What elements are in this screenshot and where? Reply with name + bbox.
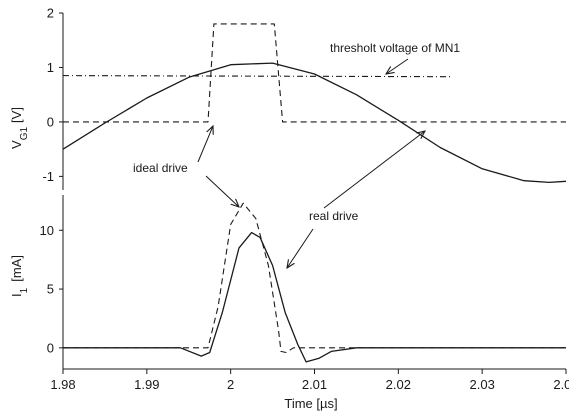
voltage-y-axis-unit: [V] (9, 107, 24, 123)
current-ideal-drive-line (63, 202, 566, 354)
voltage-threshold-line (62, 75, 453, 78)
voltage-y-axis-label: VG1 [V] (9, 107, 30, 149)
ideal-drive-arrow-lower (205, 175, 239, 207)
voltage-plot-area (62, 23, 567, 184)
current-real-drive-line (63, 231, 566, 363)
current-y-axis-unit: [mA] (9, 255, 24, 282)
voltage-y-tick-label: 0 (47, 114, 54, 129)
voltage-y-tick-label: 2 (47, 6, 54, 21)
current-y-axis-symbol: I (9, 293, 24, 297)
time-x-tick-label: 1.98 (50, 377, 75, 392)
time-x-tick-label: 2.02 (386, 377, 411, 392)
annotations: thresholt voltage of MN1 ideal drive rea… (133, 41, 460, 268)
threshold-arrow (386, 58, 409, 74)
time-x-axis: 1.98 1.99 2 2.01 2.02 2.03 2.04 (50, 368, 569, 392)
time-x-axis-label: Time [µs] (284, 396, 337, 411)
voltage-y-tick-label: 1 (47, 60, 54, 75)
time-x-tick-label: 2.04 (553, 377, 569, 392)
real-drive-annotation: real drive (309, 209, 359, 223)
current-y-tick-label: 5 (47, 282, 54, 297)
real-drive-arrow-lower (287, 228, 314, 268)
time-x-tick-label: 2.03 (470, 377, 495, 392)
real-drive-arrow-upper (323, 131, 425, 209)
ideal-drive-arrow-upper (197, 126, 213, 163)
voltage-y-axis: -1 0 1 2 (42, 6, 64, 190)
current-y-axis-label: I1 [mA] (9, 255, 30, 297)
current-y-axis: 0 5 10 (40, 195, 64, 369)
voltage-real-drive-line (62, 62, 567, 184)
time-x-tick-label: 2 (227, 377, 234, 392)
time-x-tick-label: 1.99 (134, 377, 159, 392)
current-y-tick-label: 0 (47, 340, 54, 355)
voltage-ideal-drive-line (63, 23, 566, 123)
current-y-axis-subscript: 1 (19, 287, 30, 293)
voltage-y-axis-subscript: G1 (19, 127, 30, 141)
current-y-tick-label: 10 (40, 223, 54, 238)
voltage-panel: -1 0 1 2 VG1 [V] (9, 6, 567, 190)
time-x-tick-label: 2.01 (302, 377, 327, 392)
current-plot-area (63, 202, 566, 363)
voltage-y-tick-label: -1 (42, 169, 54, 184)
voltage-y-axis-symbol: V (9, 140, 24, 149)
current-panel: 0 5 10 1.98 1.99 2 2.01 2.02 2.03 2.04 I1 [mA] Ti… (9, 195, 569, 411)
threshold-annotation: thresholt voltage of MN1 (330, 41, 460, 55)
ideal-drive-annotation: ideal drive (133, 161, 188, 175)
